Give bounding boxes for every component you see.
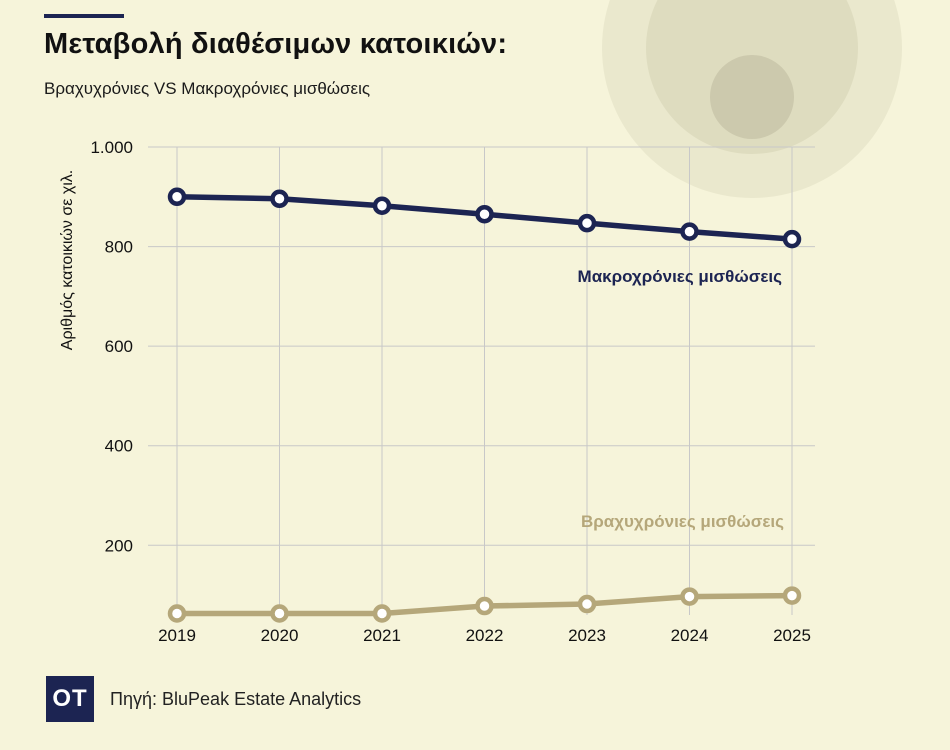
series-label: Βραχυχρόνιες μισθώσεις [581,512,784,531]
data-point [782,586,802,605]
y-tick-label: 800 [105,238,133,257]
decorative-circle-inner [710,55,794,139]
data-point [475,204,494,224]
data-point [167,604,187,623]
y-axis-label: Αριθμός κατοικιών σε χιλ. [59,169,76,351]
brand-logo: OT [46,676,94,722]
x-tick-label: 2023 [568,626,606,645]
data-point [680,222,699,241]
data-point [577,213,597,233]
chart-title: Μεταβολή διαθέσιμων κατοικιών: [44,28,508,60]
y-tick-label: 400 [105,437,133,456]
data-point [782,229,802,249]
y-tick-label: 600 [105,337,133,356]
data-point [372,604,392,623]
x-tick-label: 2021 [363,626,401,645]
x-tick-label: 2019 [158,626,196,645]
data-point [167,187,187,207]
data-point [577,594,597,614]
x-tick-label: 2020 [261,626,299,645]
y-tick-label: 200 [105,536,133,555]
y-tick-label: 1.000 [90,138,133,157]
accent-bar [44,14,124,18]
chart-subtitle: Βραχυχρόνιες VS Μακροχρόνιες μισθώσεις [44,79,371,98]
series-label: Μακροχρόνιες μισθώσεις [578,267,783,286]
data-point [372,196,392,215]
data-point [270,604,289,623]
data-point [475,596,494,616]
x-tick-label: 2024 [671,626,709,645]
data-point [680,587,699,606]
x-tick-label: 2025 [773,626,811,645]
source-note: Πηγή: BluPeak Estate Analytics [110,689,362,709]
x-tick-label: 2022 [466,626,504,645]
data-point [270,189,289,209]
